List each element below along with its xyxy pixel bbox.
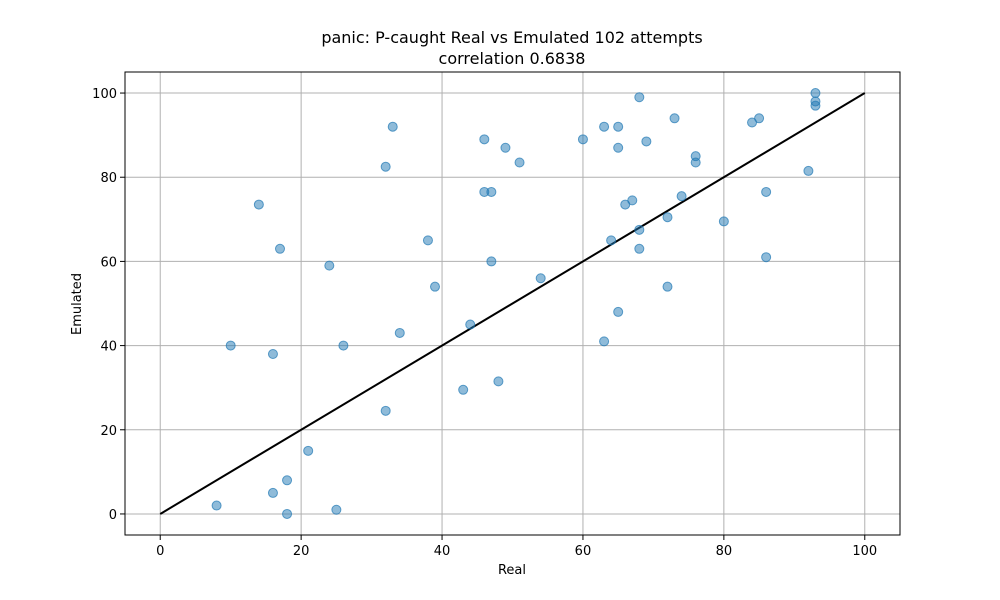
data-point bbox=[535, 273, 546, 284]
data-point bbox=[669, 113, 680, 124]
data-point bbox=[599, 121, 610, 132]
data-point bbox=[380, 405, 391, 416]
x-tick-label: 60 bbox=[575, 544, 592, 559]
x-tick-label: 80 bbox=[716, 544, 733, 559]
data-point bbox=[599, 336, 610, 347]
y-tick-label: 0 bbox=[109, 508, 117, 523]
data-point bbox=[810, 88, 821, 99]
reference-line bbox=[159, 92, 866, 515]
data-point bbox=[430, 281, 440, 292]
data-point bbox=[810, 100, 821, 111]
plot-frame bbox=[124, 71, 901, 536]
data-point bbox=[211, 500, 222, 511]
chart-title: panic: P-caught Real vs Emulated 102 att… bbox=[321, 28, 702, 47]
x-tick-label: 20 bbox=[293, 544, 310, 559]
data-point bbox=[634, 224, 645, 235]
data-point bbox=[486, 186, 497, 197]
data-point bbox=[718, 216, 729, 227]
y-tick-label: 40 bbox=[100, 340, 117, 355]
data-point bbox=[479, 134, 490, 145]
x-tick-label: 0 bbox=[156, 544, 164, 559]
reference-line-group bbox=[159, 92, 866, 515]
data-point bbox=[613, 121, 624, 132]
data-point bbox=[662, 212, 673, 223]
data-point bbox=[303, 445, 314, 456]
data-point bbox=[514, 157, 525, 168]
data-point bbox=[282, 508, 293, 519]
grid bbox=[125, 72, 900, 535]
data-point bbox=[422, 235, 433, 246]
x-axis-label: Real bbox=[498, 563, 526, 578]
data-point bbox=[267, 349, 278, 360]
y-tick-label: 20 bbox=[100, 424, 117, 439]
data-point bbox=[613, 306, 624, 317]
y-axis-ticks: 0 20 40 60 80 100 bbox=[92, 87, 125, 523]
data-point bbox=[761, 186, 772, 197]
data-point bbox=[465, 319, 476, 330]
data-point bbox=[641, 136, 652, 147]
data-point bbox=[754, 113, 765, 124]
data-point bbox=[761, 252, 772, 263]
data-point bbox=[690, 157, 701, 168]
data-point bbox=[486, 256, 497, 267]
x-axis-ticks: 0 20 40 60 80 100 bbox=[156, 535, 877, 559]
data-points bbox=[211, 88, 821, 519]
data-point bbox=[387, 121, 398, 132]
data-point bbox=[282, 475, 293, 486]
y-tick-label: 100 bbox=[92, 87, 117, 102]
y-tick-label: 60 bbox=[100, 255, 117, 270]
data-point bbox=[613, 142, 624, 153]
x-tick-label: 100 bbox=[852, 544, 877, 559]
data-point bbox=[331, 504, 342, 515]
data-point bbox=[338, 340, 349, 351]
data-point bbox=[394, 327, 405, 338]
data-point bbox=[253, 199, 264, 210]
data-point bbox=[458, 384, 469, 395]
data-point bbox=[500, 142, 511, 153]
y-axis-label: Emulated bbox=[70, 273, 85, 335]
data-point bbox=[577, 134, 588, 145]
data-point bbox=[225, 340, 236, 351]
data-point bbox=[267, 487, 278, 498]
data-point bbox=[493, 376, 504, 387]
data-point bbox=[627, 195, 638, 206]
data-point bbox=[606, 235, 617, 246]
data-point bbox=[676, 191, 687, 202]
x-tick-label: 40 bbox=[434, 544, 451, 559]
data-point bbox=[634, 92, 645, 103]
data-point bbox=[803, 165, 814, 176]
y-tick-label: 80 bbox=[100, 171, 117, 186]
chart-subtitle: correlation 0.6838 bbox=[439, 49, 586, 68]
data-point bbox=[324, 260, 335, 271]
data-point bbox=[634, 243, 645, 254]
data-point bbox=[275, 243, 285, 254]
data-point bbox=[662, 281, 673, 292]
data-point bbox=[380, 161, 391, 172]
